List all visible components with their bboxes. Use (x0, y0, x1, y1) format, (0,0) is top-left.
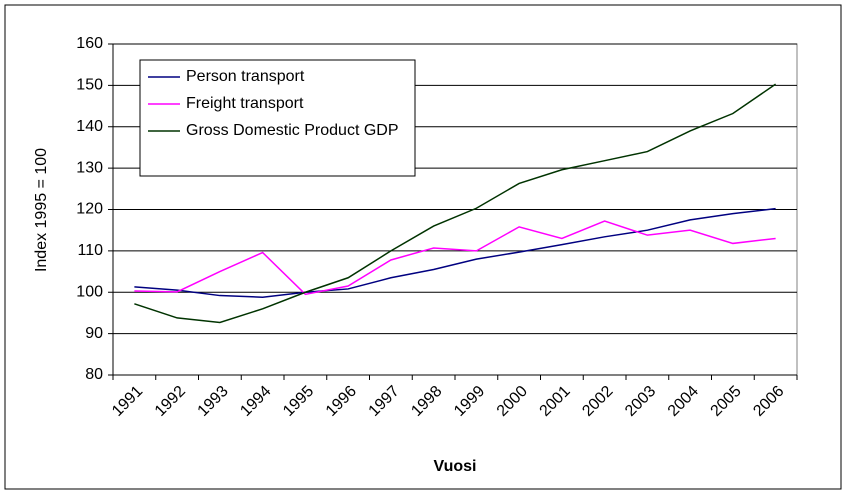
y-tick-label: 130 (76, 159, 103, 176)
series-line (134, 83, 777, 324)
y-tick-label: 140 (76, 118, 103, 135)
series-line (134, 207, 776, 298)
y-tick-label: 90 (85, 325, 103, 342)
y-tick-label: 120 (76, 201, 103, 218)
y-tick-label: 110 (77, 242, 103, 259)
x-axis-label: Vuosi (434, 458, 477, 475)
series-line (134, 220, 776, 296)
legend-label: Freight transport (186, 95, 304, 112)
y-tick-label: 100 (76, 283, 103, 300)
y-axis-label: Index 1995 = 100 (33, 148, 50, 272)
y-tick-label: 80 (85, 366, 103, 383)
legend-label: Person transport (186, 68, 305, 85)
y-tick-label: 160 (76, 35, 103, 52)
legend-label: Gross Domestic Product GDP (186, 122, 399, 139)
y-tick-label: 150 (76, 77, 103, 94)
legend (139, 59, 416, 177)
